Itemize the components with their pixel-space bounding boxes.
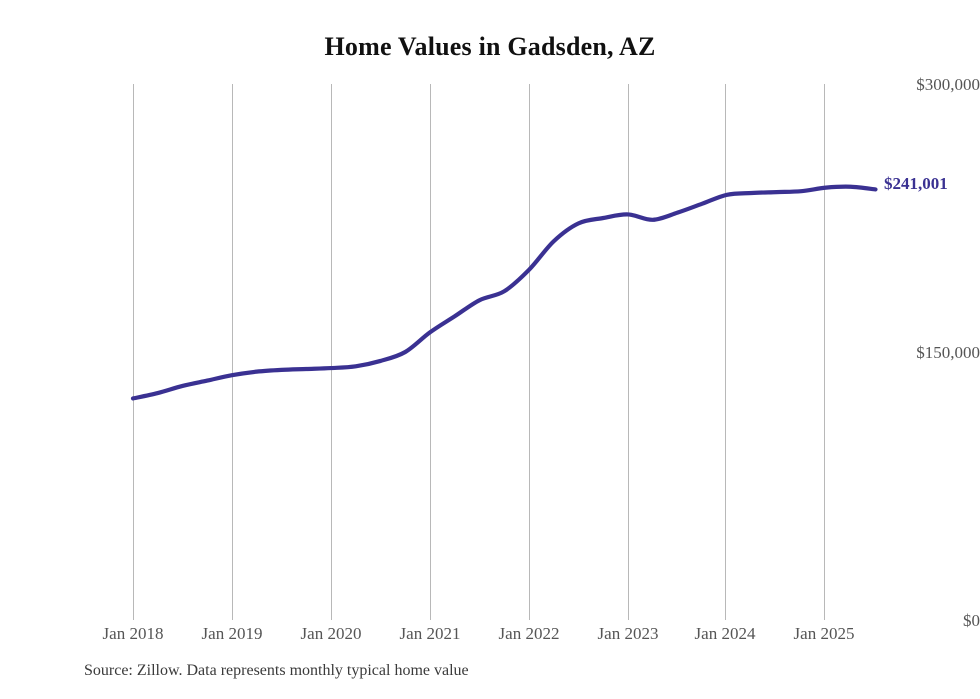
x-axis-tick-label-jan-2025: Jan 2025 (793, 624, 855, 643)
x-axis-tick-label-jan-2023: Jan 2023 (597, 624, 659, 643)
series-path (130, 184, 878, 401)
x-axis-tick-label-jan-2024: Jan 2024 (694, 624, 756, 643)
plot-area (130, 84, 878, 620)
gridline-jan-2025 (824, 84, 825, 620)
y-axis-tick-label-150000: $150,000 (916, 343, 980, 362)
gridline-jan-2022 (529, 84, 530, 620)
end-value-annotation: $241,001 (884, 174, 948, 193)
gridline-jan-2018 (133, 84, 134, 620)
source-note: Source: Zillow. Data represents monthly … (84, 662, 469, 679)
x-axis-tick-label-jan-2022: Jan 2022 (498, 624, 560, 643)
gridline-jan-2024 (725, 84, 726, 620)
x-axis-tick-label-jan-2020: Jan 2020 (300, 624, 362, 643)
gridline-jan-2023 (628, 84, 629, 620)
y-axis-tick-label-300000: $300,000 (916, 75, 980, 94)
series-line-typical-home-value (130, 184, 878, 401)
y-axis-tick-label-0: $0 (963, 611, 980, 630)
x-axis-tick-label-jan-2019: Jan 2019 (201, 624, 263, 643)
gridline-jan-2020 (331, 84, 332, 620)
gridline-jan-2019 (232, 84, 233, 620)
x-axis-tick-label-jan-2021: Jan 2021 (399, 624, 461, 643)
x-axis-tick-label-jan-2018: Jan 2018 (102, 624, 164, 643)
chart-title: Home Values in Gadsden, AZ (324, 32, 656, 61)
gridline-jan-2021 (430, 84, 431, 620)
